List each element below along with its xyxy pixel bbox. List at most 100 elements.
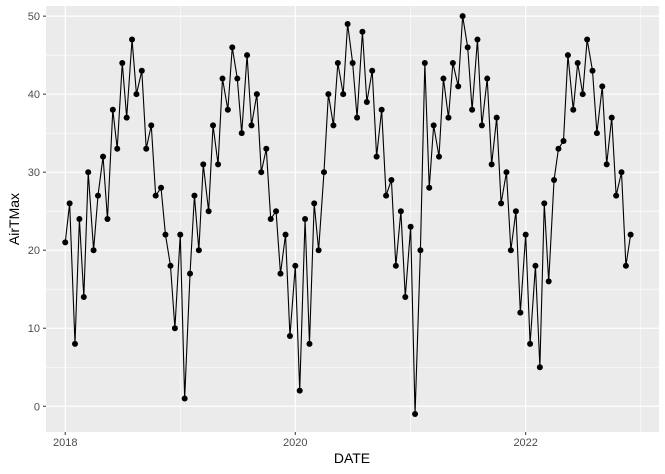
data-point (455, 83, 462, 90)
data-point (248, 122, 255, 129)
grid-major (46, 6, 659, 432)
data-point (133, 91, 140, 98)
data-point (564, 52, 571, 59)
data-point (407, 223, 414, 230)
data-point (570, 106, 577, 113)
y-tick-label: 30 (28, 167, 40, 179)
data-point (354, 114, 361, 121)
data-point (478, 122, 485, 129)
data-point (200, 161, 207, 168)
data-point (273, 208, 280, 215)
data-point (603, 161, 610, 168)
data-point (412, 411, 419, 418)
data-point (90, 247, 97, 254)
data-point (277, 270, 284, 277)
data-point (114, 145, 121, 152)
data-point (267, 216, 274, 222)
data-point (104, 216, 111, 222)
data-point (195, 247, 202, 254)
data-point (349, 59, 356, 66)
data-point (436, 153, 443, 160)
data-point (532, 262, 539, 269)
data-point (234, 75, 241, 82)
data-point (449, 59, 456, 66)
y-axis: 0 10 20 30 40 50 (28, 11, 46, 413)
data-point (402, 294, 409, 301)
data-point (296, 387, 303, 394)
data-point (417, 247, 424, 254)
data-point (177, 231, 184, 238)
data-point (527, 340, 534, 347)
data-point (493, 114, 500, 121)
x-tick-label: 2022 (513, 437, 537, 449)
data-point (522, 231, 529, 238)
data-point (579, 91, 586, 98)
data-point (363, 98, 370, 105)
data-point (219, 75, 226, 82)
data-point (627, 231, 634, 238)
data-point (383, 192, 390, 199)
data-point (62, 239, 69, 246)
data-point (340, 91, 347, 98)
data-point (148, 122, 155, 129)
y-tick-label: 20 (28, 245, 40, 257)
data-point (392, 262, 399, 269)
data-point (143, 145, 150, 152)
data-point (574, 59, 581, 66)
data-point (119, 59, 126, 66)
data-point (258, 169, 265, 176)
data-point (344, 20, 351, 27)
data-point (608, 114, 615, 121)
data-point (167, 262, 174, 269)
data-point (622, 262, 629, 269)
data-point (123, 114, 130, 121)
data-point (85, 169, 92, 176)
data-point (325, 91, 332, 98)
data-point (286, 333, 293, 340)
data-point (378, 106, 385, 113)
data-point (302, 216, 309, 222)
data-point (589, 67, 596, 74)
x-tick-label: 2020 (283, 437, 307, 449)
data-point (618, 169, 625, 176)
data-point (373, 153, 380, 160)
data-point (129, 36, 136, 43)
data-point (560, 137, 567, 144)
data-point (263, 145, 270, 152)
data-point (306, 340, 313, 347)
data-point (152, 192, 159, 199)
plot-panel (46, 6, 659, 432)
data-point (512, 208, 519, 215)
data-point (613, 192, 620, 199)
data-point (426, 184, 433, 191)
x-axis-title: DATE (334, 450, 370, 466)
data-point (421, 59, 428, 66)
y-tick-label: 40 (28, 89, 40, 101)
data-point (397, 208, 404, 215)
data-point (224, 106, 231, 113)
data-point (158, 184, 165, 191)
data-point (503, 169, 510, 176)
data-point (459, 13, 466, 20)
data-point (369, 67, 376, 74)
data-point (498, 200, 505, 207)
data-point (181, 395, 188, 402)
x-tick-label: 2018 (53, 437, 77, 449)
data-point (440, 75, 447, 82)
data-point (541, 200, 548, 207)
data-point (100, 153, 107, 160)
data-point (109, 106, 116, 113)
data-point (599, 83, 606, 90)
data-point (215, 161, 222, 168)
data-point (464, 44, 471, 51)
grid-minor (46, 6, 659, 432)
data-point (469, 106, 476, 113)
data-point (95, 192, 101, 199)
data-point (445, 114, 452, 121)
data-point (430, 122, 437, 129)
data-point (507, 247, 514, 254)
data-point (229, 44, 236, 51)
data-point (334, 59, 341, 66)
y-tick-label: 10 (28, 323, 40, 335)
